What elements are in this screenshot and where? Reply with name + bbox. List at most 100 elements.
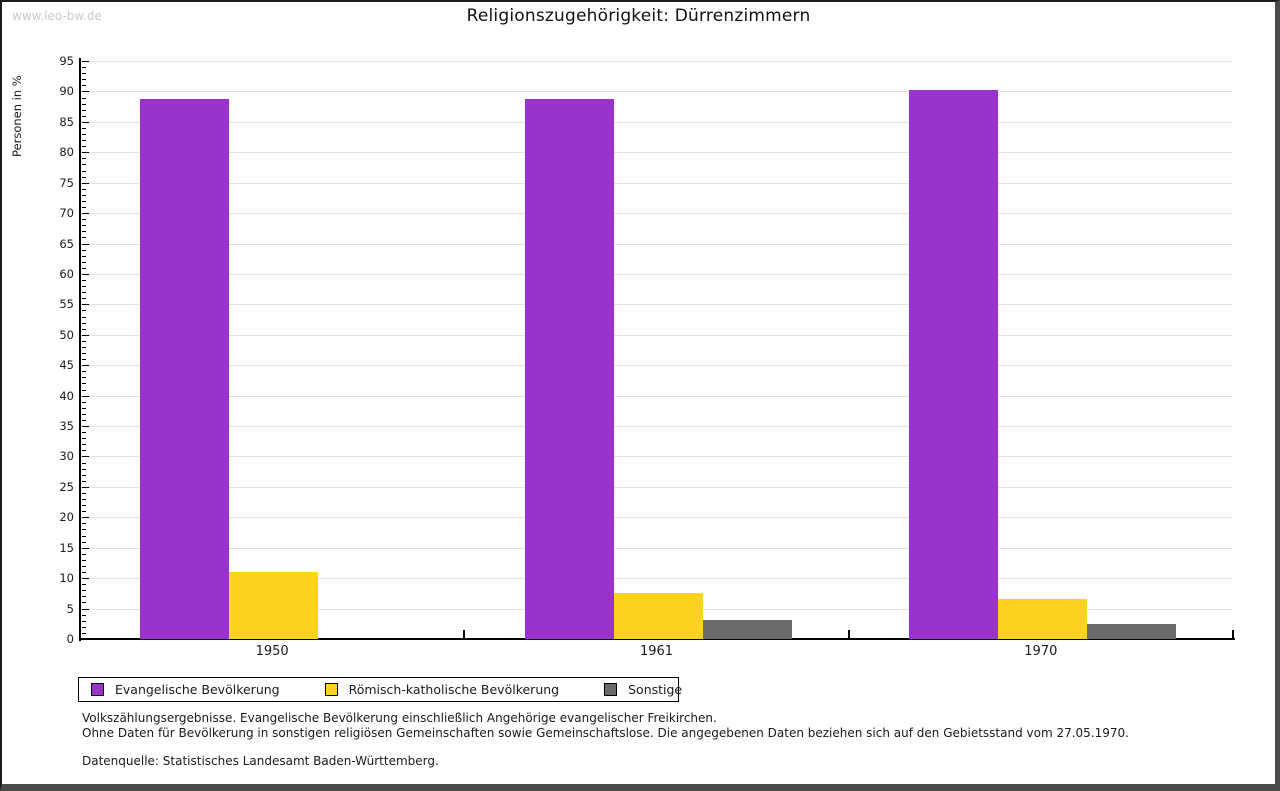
y-minor-tick [82, 110, 86, 111]
y-major-tick [82, 61, 89, 62]
y-tick-label: 85 [59, 114, 74, 129]
y-minor-tick [82, 633, 86, 634]
y-gridline [80, 182, 1233, 184]
footnote-line-1: Volkszählungsergebnisse. Evangelische Be… [82, 711, 717, 725]
y-gridline [80, 304, 1233, 306]
x-axis-line [79, 638, 1235, 640]
y-minor-tick [82, 481, 86, 482]
footnote-source: Datenquelle: Statistisches Landesamt Bad… [82, 754, 439, 768]
y-major-tick [82, 609, 89, 610]
y-minor-tick [82, 529, 86, 530]
y-minor-tick [82, 298, 86, 299]
y-major-tick [82, 244, 89, 245]
y-major-tick [82, 304, 89, 305]
legend: Evangelische Bevölkerung Römisch-katholi… [78, 677, 683, 702]
watermark-url: www.leo-bw.de [12, 9, 102, 23]
legend-label: Sonstige [628, 682, 683, 697]
y-tick-label: 70 [59, 206, 74, 221]
chart-bar [524, 98, 614, 639]
y-minor-tick [82, 177, 86, 178]
y-tick-label: 35 [59, 419, 74, 434]
y-minor-tick [82, 98, 86, 99]
legend-swatch-evangelisch-icon [91, 683, 104, 696]
y-minor-tick [82, 402, 86, 403]
y-minor-tick [82, 79, 86, 80]
y-gridline [80, 395, 1233, 397]
y-minor-tick [82, 566, 86, 567]
y-tick-label: 0 [66, 632, 74, 646]
y-tick-label: 55 [59, 297, 74, 312]
y-tick-label: 15 [59, 540, 74, 555]
y-minor-tick [82, 341, 86, 342]
legend-item-evangelisch: Evangelische Bevölkerung [91, 682, 280, 697]
y-minor-tick [82, 146, 86, 147]
y-minor-tick [82, 329, 86, 330]
y-minor-tick [82, 256, 86, 257]
y-minor-tick [82, 602, 86, 603]
y-tick-label: 10 [59, 571, 74, 586]
y-minor-tick [82, 310, 86, 311]
legend-label: Römisch-katholische Bevölkerung [348, 682, 560, 697]
y-minor-tick [82, 225, 86, 226]
y-minor-tick [82, 596, 86, 597]
y-major-tick [82, 426, 89, 427]
y-minor-tick [82, 536, 86, 537]
y-gridline [80, 61, 1233, 62]
y-minor-tick [82, 353, 86, 354]
y-minor-tick [82, 469, 86, 470]
footnotes: Volkszählungsergebnisse. Evangelische Be… [82, 711, 1245, 769]
chart-bar [140, 99, 230, 639]
y-tick-label: 80 [59, 145, 74, 160]
y-gridline [80, 334, 1233, 336]
y-minor-tick [82, 414, 86, 415]
y-minor-tick [82, 262, 86, 263]
legend-label: Evangelische Bevölkerung [115, 682, 280, 697]
y-major-tick [82, 122, 89, 123]
y-gridline [80, 121, 1233, 123]
y-minor-tick [82, 128, 86, 129]
y-axis-line [79, 58, 81, 641]
y-major-tick [82, 213, 89, 214]
y-minor-tick [82, 584, 86, 585]
y-tick-label: 20 [59, 510, 74, 525]
y-minor-tick [82, 590, 86, 591]
y-minor-tick [82, 219, 86, 220]
y-minor-tick [82, 134, 86, 135]
y-gridline [80, 578, 1233, 580]
y-minor-tick [82, 347, 86, 348]
y-tick-label: 75 [59, 175, 74, 190]
y-minor-tick [82, 475, 86, 476]
y-minor-tick [82, 432, 86, 433]
y-minor-tick [82, 292, 86, 293]
y-tick-label: 95 [59, 54, 74, 68]
y-gridline [80, 152, 1233, 154]
y-major-tick [82, 517, 89, 518]
y-minor-tick [82, 627, 86, 628]
y-minor-tick [82, 450, 86, 451]
y-gridline [80, 365, 1233, 367]
y-minor-tick [82, 116, 86, 117]
y-minor-tick [82, 542, 86, 543]
y-minor-tick [82, 158, 86, 159]
y-gridline [80, 273, 1233, 275]
y-minor-tick [82, 268, 86, 269]
y-minor-tick [82, 438, 86, 439]
y-minor-tick [82, 140, 86, 141]
y-tick-label: 40 [59, 388, 74, 403]
y-minor-tick [82, 493, 86, 494]
chart-title: Religionszugehörigkeit: Dürrenzimmern [466, 6, 811, 26]
y-major-tick [82, 548, 89, 549]
x-category-label: 1961 [639, 644, 674, 659]
y-gridline [80, 456, 1233, 458]
y-minor-tick [82, 615, 86, 616]
y-gridline [80, 517, 1233, 519]
y-gridline [80, 91, 1233, 93]
y-tick-label: 60 [59, 266, 74, 281]
x-boundary-tick [463, 630, 466, 638]
y-tick-label: 65 [59, 236, 74, 251]
y-minor-tick [82, 207, 86, 208]
y-tick-label: 90 [59, 84, 74, 99]
y-minor-tick [82, 377, 86, 378]
y-minor-tick [82, 505, 86, 506]
y-tick-label: 30 [59, 449, 74, 464]
